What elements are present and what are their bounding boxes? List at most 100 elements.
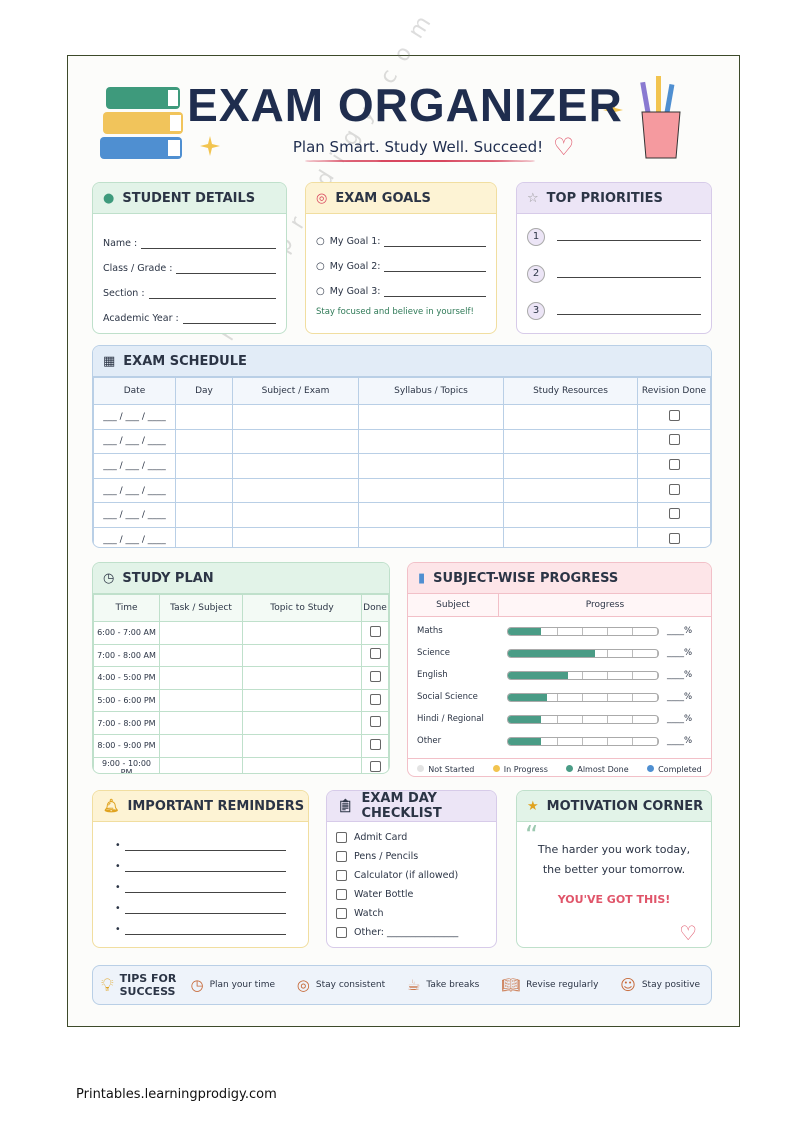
title: EXAM ORGANIZER xyxy=(187,79,623,131)
cell xyxy=(637,428,711,455)
cell xyxy=(242,643,362,668)
cell xyxy=(361,756,389,773)
checklist-label: Other: _______________ xyxy=(354,927,459,938)
checkbox xyxy=(336,908,347,919)
date-cell: ___ / ___ / ____ xyxy=(93,502,176,528)
priority-line xyxy=(557,269,701,278)
progress-header: Subject Progress xyxy=(408,594,711,617)
quote-mark: “ xyxy=(525,821,539,851)
schedule-row: ___ / ___ / ____ xyxy=(93,477,711,504)
plan-row: 4:00 - 5:00 PM xyxy=(93,666,389,690)
section-title: EXAM DAY CHECKLIST xyxy=(361,791,442,821)
legend-dot xyxy=(417,765,425,772)
checkbox xyxy=(369,693,381,705)
plan-row: 9:00 - 10:00 PM xyxy=(93,756,389,773)
goal-line xyxy=(384,236,486,247)
sparkle xyxy=(603,100,623,120)
checkbox xyxy=(336,832,347,843)
tip-label: Stay consistent xyxy=(315,980,386,990)
cell xyxy=(175,453,233,479)
legend-item: Completed xyxy=(647,765,702,774)
column-header: Task / Subject xyxy=(159,594,243,622)
footer: Printables.learningprodigy.com xyxy=(76,1087,277,1102)
cell xyxy=(159,756,243,773)
schedule-row: ___ / ___ / ____ xyxy=(93,502,711,528)
tip-icon: ◷ xyxy=(190,976,204,994)
cell xyxy=(242,733,362,758)
section-title: SUBJECT-WISE PROGRESS xyxy=(433,570,619,586)
progress-fill xyxy=(508,693,547,701)
priority-number: 2 xyxy=(527,264,545,283)
cell xyxy=(503,502,638,528)
cell xyxy=(361,621,389,645)
checklist-label: Water Bottle xyxy=(354,889,414,900)
legend-label: In Progress xyxy=(503,765,548,774)
cell xyxy=(175,477,233,504)
schedule-row: ___ / ___ / ____ xyxy=(93,428,711,455)
goal-label: My Goal 3: xyxy=(329,286,381,297)
cell xyxy=(159,711,243,735)
underline xyxy=(305,160,535,162)
time-cell: 5:00 - 6:00 PM xyxy=(93,688,160,713)
checkbox xyxy=(668,508,680,520)
legend-item: In Progress xyxy=(492,765,548,774)
cell xyxy=(361,688,389,713)
progress-bar xyxy=(507,692,659,702)
reminder-lines: • • • • • xyxy=(93,822,308,943)
tips-bar: 💡︎ TIPS FOR SUCCESS ◷ Plan your time ◎ Stay… xyxy=(92,965,712,1005)
checkbox xyxy=(336,889,347,900)
legend-item: Almost Done xyxy=(566,765,629,774)
cell xyxy=(637,526,711,547)
legend-label: Not Started xyxy=(428,765,475,774)
cell xyxy=(361,711,389,735)
cell xyxy=(159,733,243,758)
field-label: Academic Year : xyxy=(103,313,179,324)
section-header: ◎ EXAM GOALS xyxy=(306,183,496,214)
checkbox xyxy=(369,761,381,773)
cell xyxy=(159,688,243,713)
checkbox xyxy=(369,648,381,660)
cell xyxy=(232,428,359,455)
tip: ☕︎ Take breaks xyxy=(407,976,479,994)
section-header: ▮ SUBJECT-WISE PROGRESS xyxy=(408,563,711,594)
cell xyxy=(503,404,638,430)
checklist-label: Watch xyxy=(354,908,384,919)
cell xyxy=(242,711,362,735)
section-title: IMPORTANT REMINDERS xyxy=(127,798,305,814)
priority-number: 3 xyxy=(527,301,545,320)
field-line xyxy=(182,313,276,324)
progress-fill xyxy=(508,737,541,745)
progress-row: Hindi / Regional ____% xyxy=(408,708,711,730)
cell xyxy=(503,526,638,547)
progress-bar xyxy=(507,736,659,746)
time-cell: 7:00 - 8:00 PM xyxy=(93,711,160,735)
field-row: Name : xyxy=(103,224,276,249)
legend-label: Completed xyxy=(658,765,702,774)
subtitle: Plan Smart. Study Well. Succeed! xyxy=(292,138,544,156)
date-cell: ___ / ___ / ____ xyxy=(93,477,176,504)
section-header: ◷ STUDY PLAN xyxy=(93,563,389,594)
radio: ○ xyxy=(316,236,325,247)
cell xyxy=(637,502,711,528)
plan-row: 5:00 - 6:00 PM xyxy=(93,688,389,713)
progress-fill xyxy=(508,671,568,679)
cell xyxy=(361,643,389,668)
date-cell: ___ / ___ / ____ xyxy=(93,526,176,547)
field-label: Section : xyxy=(103,288,145,299)
cell xyxy=(358,502,504,528)
priority-row: 2 xyxy=(527,255,701,292)
schedule-row: ___ / ___ / ____ xyxy=(93,526,711,547)
section-header: 📋︎ EXAM DAY CHECKLIST xyxy=(327,791,496,822)
tip-icon: 📖︎ xyxy=(501,976,521,994)
cell xyxy=(232,526,359,547)
field-line xyxy=(148,288,276,299)
section-title: EXAM GOALS xyxy=(335,190,431,206)
exam-schedule: ▦ EXAM SCHEDULE Date Day Subject / Exam Syll… xyxy=(92,345,712,548)
cell xyxy=(242,621,362,645)
radio: ○ xyxy=(316,286,325,297)
percent-label: ____% xyxy=(667,736,693,746)
progress-fill xyxy=(508,715,541,723)
progress-bar xyxy=(507,648,659,658)
books-icon xyxy=(100,87,183,159)
date-cell: ___ / ___ / ____ xyxy=(93,404,176,430)
